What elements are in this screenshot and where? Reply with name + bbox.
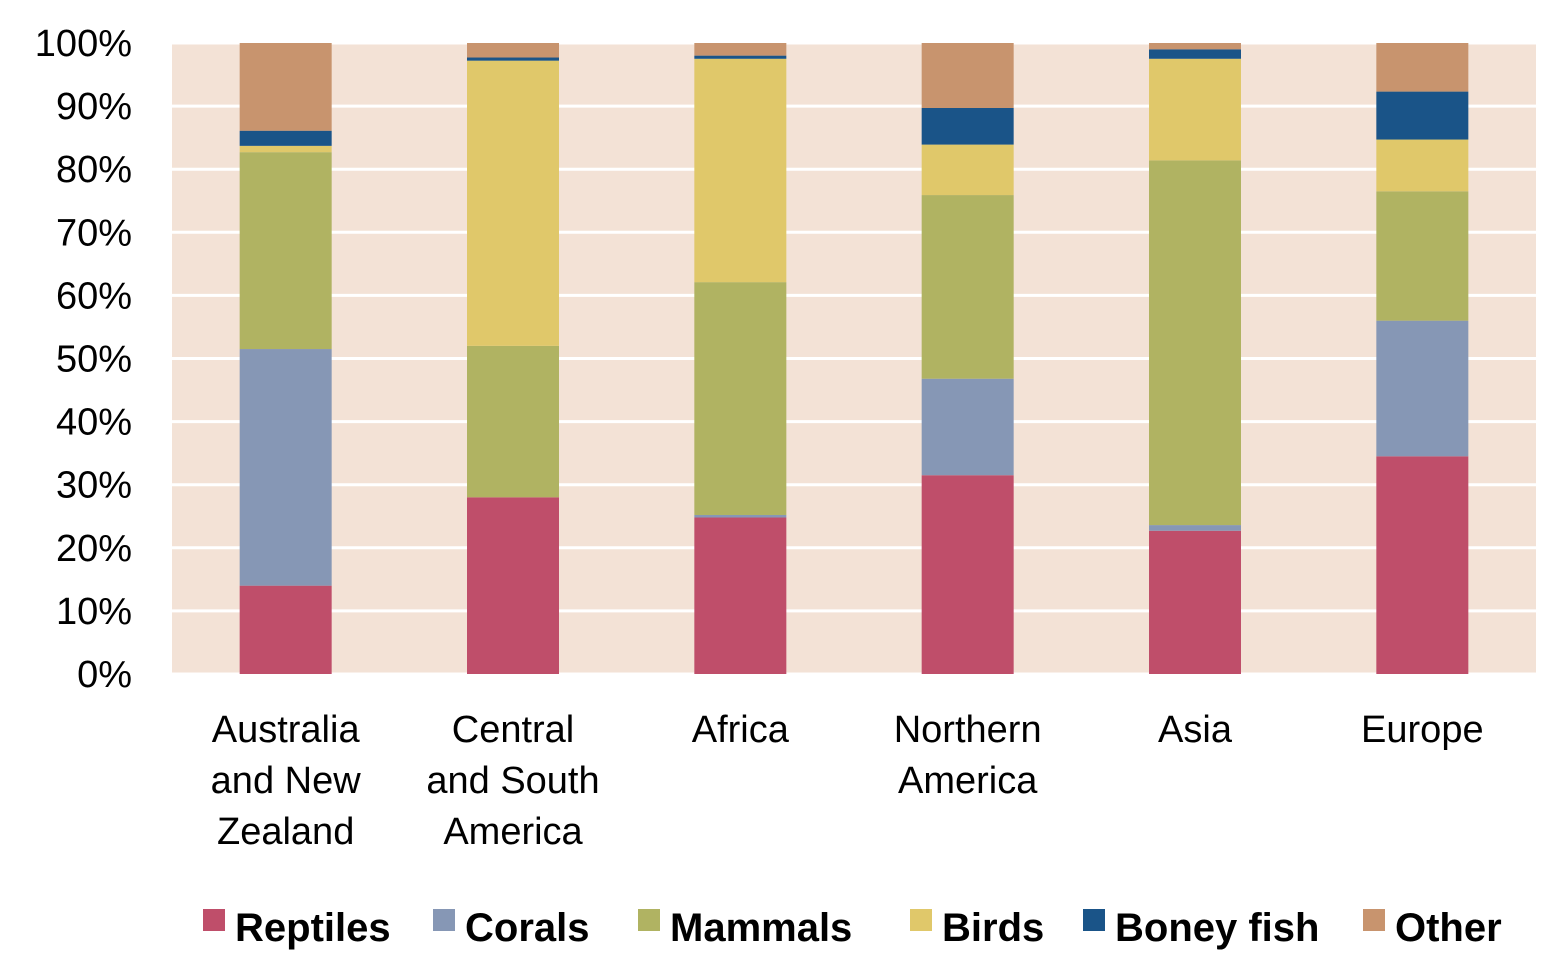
x-category-label-line: America <box>898 760 1038 802</box>
legend-swatch <box>910 909 932 931</box>
legend: Reptiles Corals Mammals Birds Boney fish Othe… <box>203 906 1502 950</box>
bar-segment-corals <box>239 349 332 586</box>
bar-segment-corals <box>694 514 787 518</box>
bar-segment-mammals <box>921 195 1014 379</box>
bar-segment-other <box>694 43 787 56</box>
legend-label: Mammals <box>670 906 852 950</box>
bar-segment-reptiles <box>467 497 559 674</box>
bar-segment-other <box>239 43 332 131</box>
bar-segment-mammals <box>1376 191 1469 321</box>
legend-label: Reptiles <box>235 906 391 950</box>
x-category-label-line: and New <box>211 760 362 802</box>
x-category-label: Africa <box>692 709 790 751</box>
y-tick-label: 30% <box>56 465 132 507</box>
bar-stack <box>1376 43 1469 674</box>
bar-segment-boney-fish <box>239 130 332 146</box>
bar-segment-other <box>1376 43 1469 92</box>
bar-segment-mammals <box>239 152 332 350</box>
bar-segment-other <box>467 43 559 58</box>
legend-swatch <box>1083 909 1105 931</box>
y-tick-label: 80% <box>56 149 132 191</box>
legend-label: Birds <box>942 906 1044 950</box>
y-tick-label: 70% <box>56 212 132 254</box>
legend-swatch <box>203 909 225 931</box>
x-category-label-line: Europe <box>1361 709 1484 751</box>
bar-segment-other <box>921 43 1014 108</box>
x-category-label-line: Zealand <box>217 811 354 853</box>
bar-segment-birds <box>239 145 332 153</box>
y-tick-label: 90% <box>56 86 132 128</box>
bar-segment-reptiles <box>921 475 1014 674</box>
bar-segment-mammals <box>694 282 787 515</box>
y-axis-tick-labels: 0% 10% 20% 30% 40% 50% 60% 70% 80% 90% 100% <box>35 23 132 696</box>
x-axis-category-labels: Australia and New Zealand Central and South A… <box>211 709 1484 853</box>
bar-stack <box>694 43 787 674</box>
bar-segment-mammals <box>467 345 559 498</box>
x-category-label-line: Africa <box>692 709 790 751</box>
bar-segment-boney-fish <box>694 55 787 59</box>
x-category-label-line: and South <box>426 760 599 802</box>
bars <box>239 43 1469 674</box>
bar-segment-boney-fish <box>1149 49 1241 59</box>
y-tick-label: 40% <box>56 402 132 444</box>
x-category-label-line: America <box>443 811 583 853</box>
x-category-label-line: Northern <box>894 709 1042 751</box>
x-category-label: Asia <box>1158 709 1233 751</box>
bar-stack <box>467 43 559 674</box>
bar-stack <box>921 43 1014 674</box>
y-tick-label: 60% <box>56 275 132 317</box>
bar-segment-reptiles <box>1149 530 1241 674</box>
x-category-label: Northern America <box>894 709 1042 802</box>
bar-segment-birds <box>1149 58 1241 161</box>
bar-stack <box>1149 43 1241 674</box>
x-category-label: Europe <box>1361 709 1484 751</box>
bar-segment-birds <box>1376 139 1469 192</box>
bar-stack <box>239 43 332 674</box>
x-category-label-line: Australia <box>212 709 361 751</box>
bar-segment-birds <box>694 58 787 283</box>
x-category-label-line: Central <box>452 709 575 751</box>
bar-segment-boney-fish <box>1376 91 1469 140</box>
legend-label: Other <box>1395 906 1502 950</box>
x-category-label-line: Asia <box>1158 709 1233 751</box>
bar-segment-corals <box>1376 320 1469 457</box>
bar-segment-boney-fish <box>921 107 1014 145</box>
legend-label: Boney fish <box>1115 906 1319 950</box>
legend-label: Corals <box>465 906 590 950</box>
gridlines <box>172 41 1536 676</box>
y-tick-label: 10% <box>56 591 132 633</box>
legend-swatch <box>433 909 455 931</box>
y-tick-label: 20% <box>56 528 132 570</box>
bar-segment-mammals <box>1149 160 1241 526</box>
bar-segment-reptiles <box>239 585 332 674</box>
bar-segment-reptiles <box>694 517 787 674</box>
bar-segment-corals <box>921 378 1014 476</box>
bar-segment-birds <box>921 144 1014 196</box>
y-tick-label: 100% <box>35 23 132 65</box>
x-category-label: Central and South America <box>426 709 599 853</box>
bar-segment-corals <box>1149 525 1241 531</box>
legend-swatch <box>1363 909 1385 931</box>
bar-segment-birds <box>467 60 559 346</box>
y-tick-label: 0% <box>77 654 132 696</box>
legend-swatch <box>638 909 660 931</box>
x-category-label: Australia and New Zealand <box>211 709 362 853</box>
bar-segment-reptiles <box>1376 456 1469 674</box>
bar-segment-other <box>1149 43 1241 50</box>
y-tick-label: 50% <box>56 339 132 381</box>
bar-segment-boney-fish <box>467 57 559 61</box>
